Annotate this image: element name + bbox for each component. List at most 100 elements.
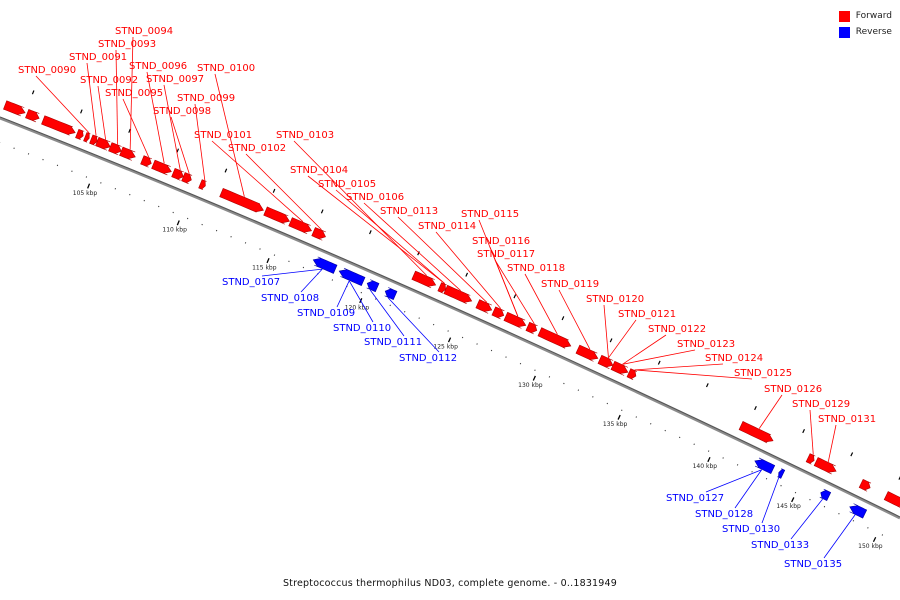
minor-tick: [736, 464, 739, 466]
forward-gene-label: STND_0121: [618, 309, 676, 320]
forward-gene-label: STND_0118: [507, 263, 565, 274]
legend-reverse-label: Reverse: [855, 27, 892, 37]
forward-leader-line: [293, 140, 427, 276]
forward-swatch: [838, 10, 850, 22]
reverse-leader-line: [300, 268, 323, 293]
reverse-leader-line: [790, 498, 823, 540]
forward-gene-arrow: [537, 327, 572, 349]
minor-tick: [621, 409, 623, 412]
forward-gene-label: STND_0114: [418, 221, 476, 232]
forward-gene-arrow: [108, 142, 122, 156]
forward-leader-line: [115, 49, 119, 145]
forward-gene-arrow: [151, 159, 172, 176]
legend-reverse: Reverse: [838, 24, 892, 40]
forward-gene-label: STND_0094: [115, 26, 173, 37]
forward-gene-arrow: [311, 227, 326, 241]
forward-gene-arrow: [89, 134, 99, 146]
legend: Forward Reverse: [838, 8, 892, 40]
major-tick: [872, 536, 877, 543]
forward-gene-arrow: [443, 284, 473, 304]
forward-leader-line: [397, 216, 488, 303]
forward-leader-line: [170, 116, 190, 174]
forward-gene-label: STND_0115: [461, 209, 519, 220]
forward-gene-arrow: [3, 100, 26, 117]
legend-forward: Forward: [838, 8, 892, 24]
forward-gene-arrow: [181, 172, 193, 185]
forward-gene-arrow: [475, 299, 493, 314]
minor-tick: [635, 416, 637, 418]
major-tick: [447, 337, 452, 343]
reverse-gene-label: STND_0135: [784, 559, 842, 570]
minor-tick: [650, 423, 652, 425]
minor-tick: [664, 429, 666, 432]
reverse-gene-label: STND_0109: [297, 308, 355, 319]
reverse-leader-line: [823, 514, 856, 559]
outer-tick: [561, 316, 565, 321]
minor-tick: [693, 443, 695, 446]
forward-gene-label: STND_0125: [734, 368, 792, 379]
forward-gene-label: STND_0105: [318, 179, 376, 190]
reverse-gene-label: STND_0127: [666, 493, 724, 504]
outer-tick: [417, 251, 420, 256]
forward-gene-label: STND_0097: [146, 74, 204, 85]
forward-gene-label: STND_0095: [105, 88, 163, 99]
forward-gene-arrow: [503, 311, 527, 329]
reverse-gene-arrow: [777, 468, 786, 479]
forward-gene-arrow: [491, 306, 505, 320]
axis-label: 115 kbp: [252, 264, 277, 271]
forward-gene-label: STND_0098: [153, 106, 211, 117]
minor-tick: [765, 477, 768, 480]
reverse-gene-label: STND_0112: [399, 353, 457, 364]
outer-tick: [176, 148, 180, 153]
reverse-gene-label: STND_0128: [695, 509, 753, 520]
forward-leader-line: [97, 85, 107, 140]
reverse-gene-arrow: [849, 503, 868, 519]
major-tick: [176, 220, 180, 226]
forward-leader-line: [122, 98, 150, 158]
forward-gene-label: STND_0103: [276, 130, 334, 141]
forward-gene-arrow: [805, 453, 816, 465]
forward-gene-label: STND_0093: [98, 39, 156, 50]
reverse-leader-line: [761, 477, 780, 524]
forward-leader-line: [129, 36, 134, 150]
reverse-gene-arrow: [366, 279, 380, 293]
forward-gene-arrow: [525, 321, 538, 335]
minor-tick: [577, 389, 580, 391]
forward-gene-arrow: [95, 136, 111, 151]
forward-gene-label: STND_0104: [290, 165, 348, 176]
forward-gene-arrow: [171, 167, 184, 181]
forward-leader-line: [634, 363, 724, 371]
outer-tick: [320, 209, 324, 214]
forward-gene-label: STND_0096: [129, 61, 187, 72]
forward-gene-arrow: [575, 344, 599, 362]
forward-gene-label: STND_0090: [18, 65, 76, 76]
forward-gene-label: STND_0129: [792, 399, 850, 410]
forward-leader-line: [809, 409, 814, 455]
outer-tick: [272, 188, 276, 193]
outer-tick: [31, 90, 35, 95]
axis-label: 130 kbp: [518, 382, 543, 389]
outer-tick: [609, 338, 613, 343]
forward-gene-label: STND_0131: [818, 414, 876, 425]
reverse-gene-arrow: [754, 457, 776, 474]
forward-leader-line: [245, 153, 322, 230]
forward-gene-arrow: [813, 457, 837, 475]
forward-leader-line: [363, 202, 462, 291]
forward-gene-arrow: [263, 206, 290, 225]
reverse-leader-line: [348, 280, 374, 323]
minor-tick: [838, 512, 840, 515]
backbone-shadow: [0, 116, 900, 520]
outer-tick: [465, 272, 469, 277]
forward-gene-arrow: [41, 115, 76, 136]
major-tick: [707, 456, 711, 463]
forward-leader-line: [163, 84, 181, 171]
forward-gene-label: STND_0102: [228, 143, 286, 154]
major-tick: [87, 183, 91, 189]
forward-leader-line: [146, 71, 165, 164]
forward-gene-label: STND_0123: [677, 339, 735, 350]
major-tick: [791, 497, 795, 503]
major-tick: [532, 375, 536, 381]
minor-tick: [852, 520, 855, 522]
outer-tick: [802, 429, 806, 434]
forward-leader-line: [634, 369, 753, 380]
